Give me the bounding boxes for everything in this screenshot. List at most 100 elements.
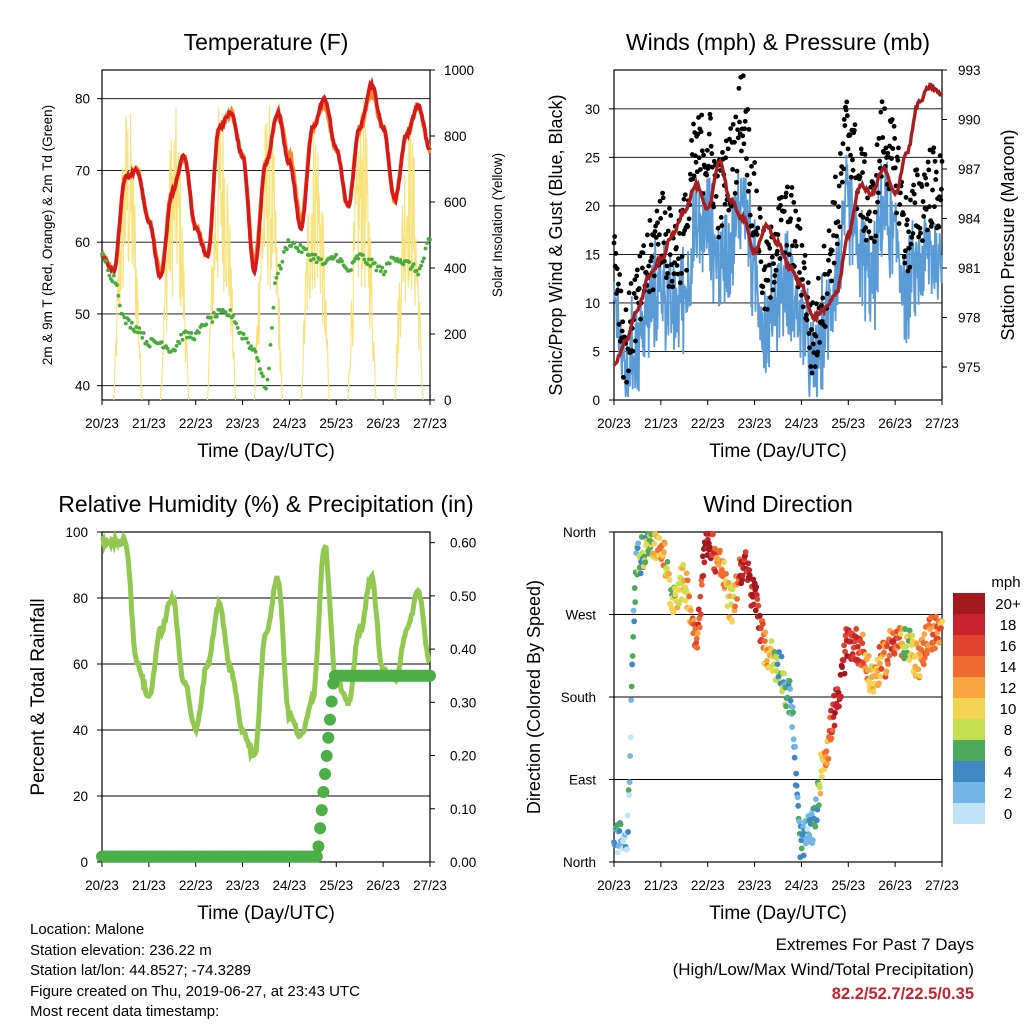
winds-y2tick-label: 978	[958, 311, 981, 326]
gust-point	[791, 199, 797, 205]
direction-point	[876, 680, 882, 687]
gust-point	[777, 256, 783, 261]
gust-point	[687, 171, 693, 177]
direction-point	[938, 625, 944, 632]
humidity-panel: Relative Humidity (%) & Precipitation (i…	[28, 491, 476, 924]
direction-point	[800, 852, 807, 859]
gust-point	[647, 218, 653, 223]
dewpoint-point	[228, 308, 233, 312]
gust-point	[646, 289, 652, 294]
dewpoint-point	[422, 256, 426, 261]
direction-point	[732, 603, 739, 610]
gust-point	[698, 167, 703, 172]
gust-point	[801, 260, 807, 265]
humidity-xtick-label: 25/23	[319, 878, 353, 893]
gust-point	[757, 206, 763, 212]
direction-point	[752, 607, 759, 614]
gust-point	[860, 170, 865, 175]
station-info: Location: Malone Station elevation: 236.…	[30, 920, 360, 1023]
dewpoint-point	[416, 272, 420, 277]
dewpoint-point	[383, 269, 388, 274]
direction-point	[798, 845, 805, 852]
info-recent: Most recent data timestamp:	[30, 1003, 220, 1020]
gust-point	[674, 245, 679, 250]
gust-point	[800, 304, 806, 310]
dewpoint-point	[414, 268, 419, 273]
direction-point	[793, 770, 800, 777]
gust-point	[767, 245, 773, 251]
humidity-ytick-label: 80	[73, 591, 88, 606]
direction-point	[877, 660, 883, 667]
dewpoint-point	[116, 293, 121, 298]
precip-series	[96, 669, 436, 863]
dewpoint-point	[284, 247, 289, 252]
gust-point	[630, 348, 636, 354]
gust-point	[751, 171, 757, 176]
dewpoint-point	[110, 279, 115, 284]
gust-point	[706, 163, 712, 169]
gust-point	[827, 268, 833, 274]
temperature-ytick-label: 80	[75, 92, 90, 107]
gust-point	[623, 307, 629, 313]
gust-point	[844, 99, 850, 105]
gust-point	[923, 206, 929, 212]
gust-point	[903, 195, 909, 200]
gust-point	[929, 220, 935, 226]
direction-point	[839, 664, 845, 670]
temperature-ytick-label: 60	[75, 235, 90, 250]
direction-point	[687, 607, 694, 614]
gust-point	[812, 364, 818, 370]
gust-point	[766, 242, 771, 247]
dewpoint-point	[261, 374, 265, 379]
gust-point	[620, 319, 626, 325]
direction-point	[829, 727, 836, 734]
winds-y2tick-label: 984	[958, 212, 981, 227]
dewpoint-point	[311, 256, 316, 261]
direction-point	[774, 661, 781, 668]
gust-point	[879, 99, 885, 105]
direction-point	[854, 643, 861, 650]
gust-point	[850, 167, 856, 173]
direction-point	[915, 666, 922, 673]
gust-point	[925, 159, 931, 165]
temperature-y2tick-label: 200	[444, 327, 467, 342]
winds-y2tick-label: 987	[958, 162, 981, 177]
gust-point	[863, 225, 869, 231]
gust-point	[866, 229, 872, 235]
gust-point	[760, 284, 766, 290]
direction-point	[824, 760, 830, 767]
gust-point	[883, 145, 889, 151]
direction-point	[632, 599, 639, 605]
gust-point	[720, 150, 725, 155]
dewpoint-point	[240, 336, 245, 341]
gust-point	[657, 198, 663, 204]
direction-point	[742, 549, 749, 555]
temperature-y2label: Solar Insolation (Yellow)	[490, 153, 505, 297]
temperature-panel: Temperature (F) Time (Day/UTC) 20/23 21/23 2…	[40, 29, 505, 462]
gust-point	[910, 231, 916, 236]
temperature-xtick-label: 20/23	[85, 416, 119, 431]
direction-point	[779, 688, 785, 695]
wind_direction-xtick-label: 23/23	[738, 878, 772, 893]
gust-point	[785, 184, 790, 190]
dewpoint-point	[356, 256, 361, 261]
direction-point	[840, 657, 847, 664]
gust-point	[771, 261, 776, 266]
gust-point	[704, 147, 710, 153]
gust-point	[897, 202, 903, 207]
direction-point	[932, 645, 938, 652]
dewpoint-point	[279, 266, 283, 271]
humidity-xtick-label: 22/23	[179, 878, 213, 893]
direction-point	[626, 792, 633, 799]
gust-point	[663, 275, 669, 281]
direction-point	[876, 643, 883, 650]
colorbar-label: 8	[1004, 722, 1012, 739]
gust-point	[834, 233, 840, 239]
direction-point	[624, 846, 631, 853]
dewpoint-point	[308, 258, 313, 263]
dewpoint-point	[165, 346, 170, 351]
gust-point	[633, 295, 639, 301]
gust-point	[741, 141, 747, 147]
gust-point	[626, 368, 631, 374]
gust-point	[675, 271, 681, 277]
